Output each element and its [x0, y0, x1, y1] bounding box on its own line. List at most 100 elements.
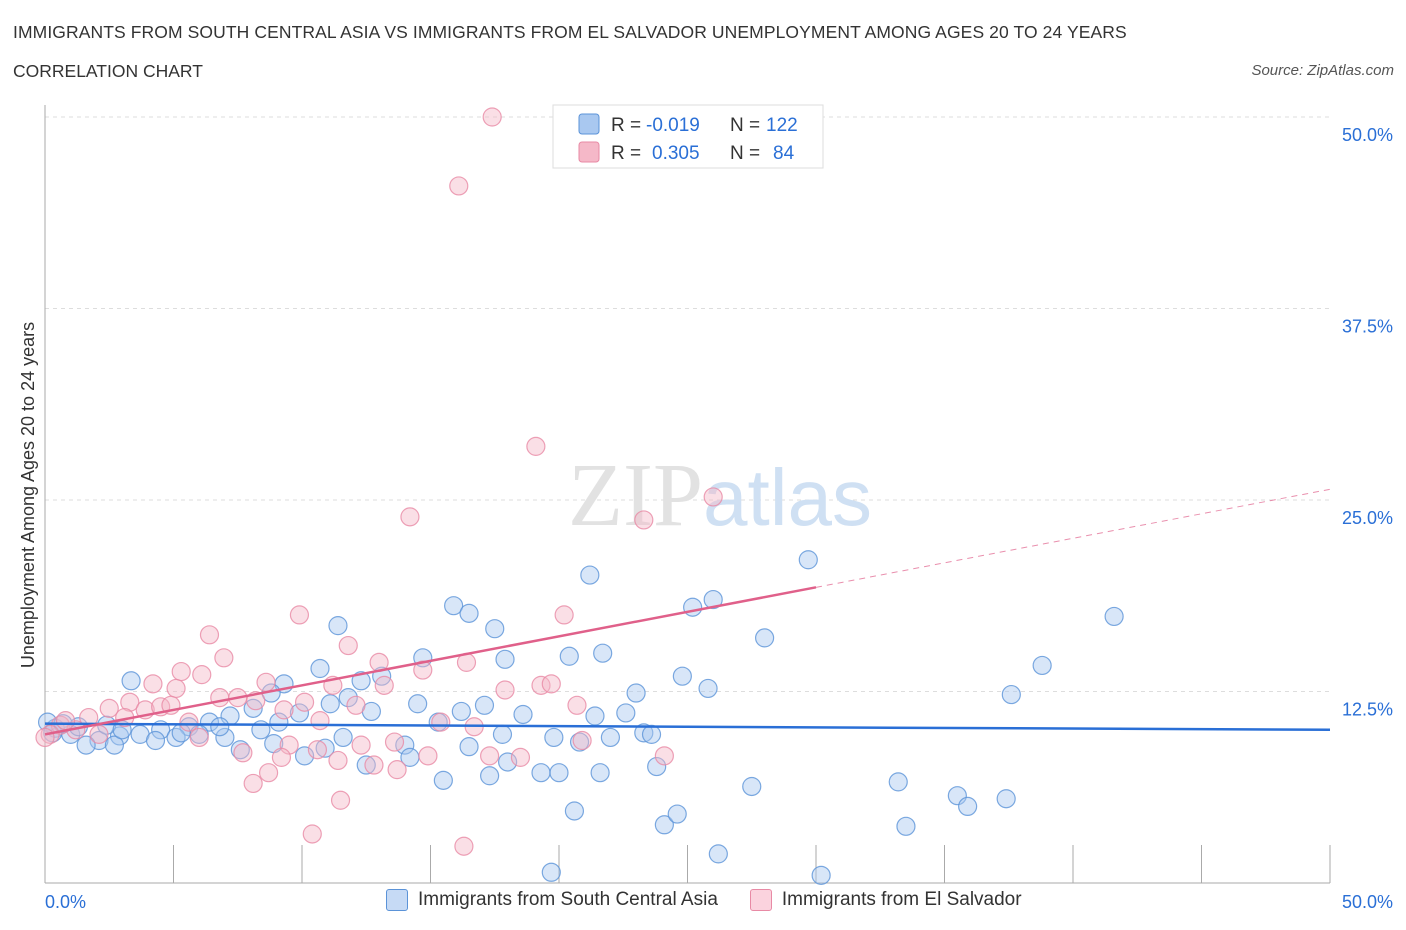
- el-salvador-point: [541, 674, 561, 694]
- south-central-asia-point: [585, 706, 605, 726]
- el-salvador-point: [271, 747, 292, 767]
- south-central-asia-point: [531, 763, 551, 783]
- el-salvador-point: [233, 743, 253, 763]
- south-central-asia-point: [495, 649, 515, 669]
- legend-swatch-pink: [749, 889, 772, 911]
- south-central-asia-point: [451, 701, 471, 722]
- legend-bottom: Immigrants from South Central Asia Immig…: [386, 889, 1022, 911]
- el-salvador-point: [526, 436, 546, 456]
- south-central-asia-point: [215, 727, 235, 748]
- south-central-asia-point: [498, 752, 518, 772]
- r-value: 0.305: [652, 143, 700, 164]
- y-tick-label: 37.5%: [1342, 317, 1393, 337]
- legend-stats: R = -0.019 N = 122 R = 0.305 N = 84: [552, 104, 824, 169]
- trend-line: [44, 586, 817, 736]
- el-salvador-point: [703, 487, 723, 507]
- el-salvador-point: [449, 176, 469, 196]
- el-salvador-point: [258, 763, 279, 783]
- south-central-asia-point: [513, 704, 533, 725]
- south-central-asia-point: [104, 735, 124, 755]
- legend-swatch-pink: [578, 141, 600, 163]
- el-salvador-point: [364, 755, 384, 775]
- chart-subtitle: CORRELATION CHART: [13, 61, 203, 81]
- legend-label: Immigrants from South Central Asia: [418, 889, 718, 910]
- south-central-asia-point: [243, 698, 263, 718]
- south-central-asia-point: [199, 712, 220, 732]
- el-salvador-point: [35, 727, 55, 748]
- south-central-asia-point: [492, 724, 513, 744]
- south-central-asia-point: [121, 671, 141, 691]
- south-central-asia-point: [626, 683, 646, 703]
- trend-line-extension: [815, 488, 1331, 588]
- south-central-asia-point: [593, 643, 613, 663]
- legend-item-south-central-asia[interactable]: Immigrants from South Central Asia: [386, 889, 718, 911]
- n-value: 122: [766, 115, 798, 136]
- legend-item-el-salvador[interactable]: Immigrants from El Salvador: [749, 889, 1022, 911]
- el-salvador-point: [179, 712, 199, 732]
- south-central-asia-point: [459, 737, 479, 757]
- el-salvador-point: [351, 735, 371, 755]
- south-central-asia-point: [333, 727, 353, 748]
- south-central-asia-point: [541, 862, 561, 882]
- south-central-asia-point: [338, 688, 358, 708]
- south-central-asia-point: [559, 646, 579, 666]
- south-central-asia-point: [683, 597, 703, 617]
- el-salvador-point: [143, 674, 163, 694]
- south-central-asia-point: [1104, 606, 1124, 627]
- south-central-asia-point: [145, 730, 166, 751]
- el-salvador-point: [413, 660, 433, 680]
- south-central-asia-point: [580, 565, 600, 585]
- el-salvador-point: [274, 700, 294, 720]
- south-central-asia-point: [590, 763, 610, 783]
- el-salvador-point: [310, 711, 330, 731]
- y-tick-label: 50.0%: [1342, 125, 1393, 145]
- el-salvador-point: [166, 678, 186, 699]
- south-central-asia-point: [444, 596, 464, 616]
- el-salvador-point: [171, 661, 191, 682]
- south-central-asia-point: [480, 766, 500, 786]
- south-central-asia-point: [698, 678, 718, 699]
- south-central-asia-point: [289, 703, 310, 723]
- south-central-asia-point: [310, 658, 330, 679]
- n-label: N =: [730, 143, 760, 164]
- source-label: Source: ZipAtlas.com: [1251, 62, 1394, 79]
- el-salvador-point: [338, 635, 358, 656]
- el-salvador-point: [210, 688, 230, 708]
- watermark: ZIPatlas: [568, 446, 872, 545]
- south-central-asia-point: [708, 844, 728, 864]
- r-label: R =: [611, 115, 641, 136]
- el-salvador-point: [418, 746, 438, 766]
- south-central-asia-point: [798, 550, 818, 570]
- chart-title: IMMIGRANTS FROM SOUTH CENTRAL ASIA VS IM…: [13, 22, 1127, 42]
- legend-swatch-blue: [386, 889, 408, 911]
- south-central-asia-point: [888, 772, 908, 792]
- south-central-asia-point: [672, 666, 692, 686]
- el-salvador-point: [384, 732, 405, 752]
- south-central-asia-point: [958, 796, 978, 817]
- el-salvador-point: [328, 750, 348, 771]
- south-central-asia-point: [754, 628, 775, 648]
- y-tick-label: 25.0%: [1342, 508, 1393, 528]
- south-central-asia-point: [210, 717, 230, 737]
- el-salvador-point: [89, 724, 109, 744]
- el-salvador-point: [510, 747, 531, 767]
- x-tick-label: 50.0%: [1342, 892, 1393, 912]
- south-central-asia-point: [654, 815, 674, 835]
- el-salvador-point: [294, 692, 315, 712]
- south-central-asia-point: [230, 740, 250, 760]
- el-salvador-point: [531, 675, 551, 695]
- south-central-asia-point: [433, 770, 453, 790]
- y-tick-label: 12.5%: [1342, 700, 1393, 720]
- el-salvador-point: [199, 625, 220, 645]
- el-salvador-point: [214, 648, 234, 668]
- south-central-asia-point: [1032, 655, 1052, 676]
- r-value: -0.019: [646, 115, 700, 136]
- south-central-asia-point: [1001, 684, 1021, 705]
- el-salvador-point: [243, 773, 263, 794]
- el-salvador-point: [189, 727, 209, 748]
- trend-line: [44, 722, 1331, 732]
- el-salvador-point: [482, 107, 502, 127]
- south-central-asia-point: [474, 695, 495, 715]
